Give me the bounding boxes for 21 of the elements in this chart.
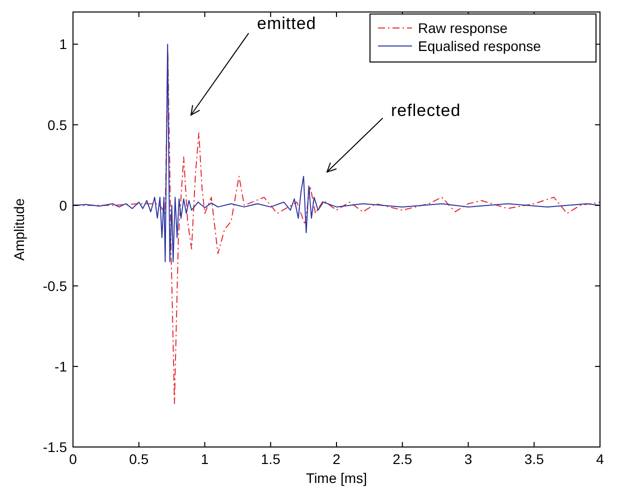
- y-tick-label: 0.5: [48, 116, 68, 133]
- x-tick-label: 4: [596, 451, 604, 467]
- x-tick-label: 1.5: [260, 451, 281, 467]
- y-tick-label: 1: [59, 36, 68, 52]
- x-tick-label: 1: [200, 451, 209, 467]
- legend-label: Raw response: [418, 20, 508, 36]
- x-tick-label: 0.5: [129, 451, 149, 467]
- x-tick-label: 3: [464, 451, 472, 467]
- x-tick-label: 3.5: [524, 451, 544, 467]
- y-axis-title: Amplitude: [11, 198, 27, 261]
- y-tick-label: -1: [54, 358, 68, 374]
- y-tick-label: -0.5: [42, 278, 68, 294]
- annotation: emitted: [257, 14, 316, 33]
- x-axis-title: Time [ms]: [306, 470, 367, 486]
- x-tick-label: 2: [332, 451, 341, 467]
- x-tick-label: 0: [69, 451, 78, 467]
- y-tick-label: -1.5: [42, 439, 68, 455]
- y-tick-label: 0: [59, 197, 68, 214]
- legend-label: Equalised response: [418, 38, 542, 54]
- annotation: reflected: [391, 101, 461, 120]
- x-tick-label: 2.5: [392, 451, 412, 467]
